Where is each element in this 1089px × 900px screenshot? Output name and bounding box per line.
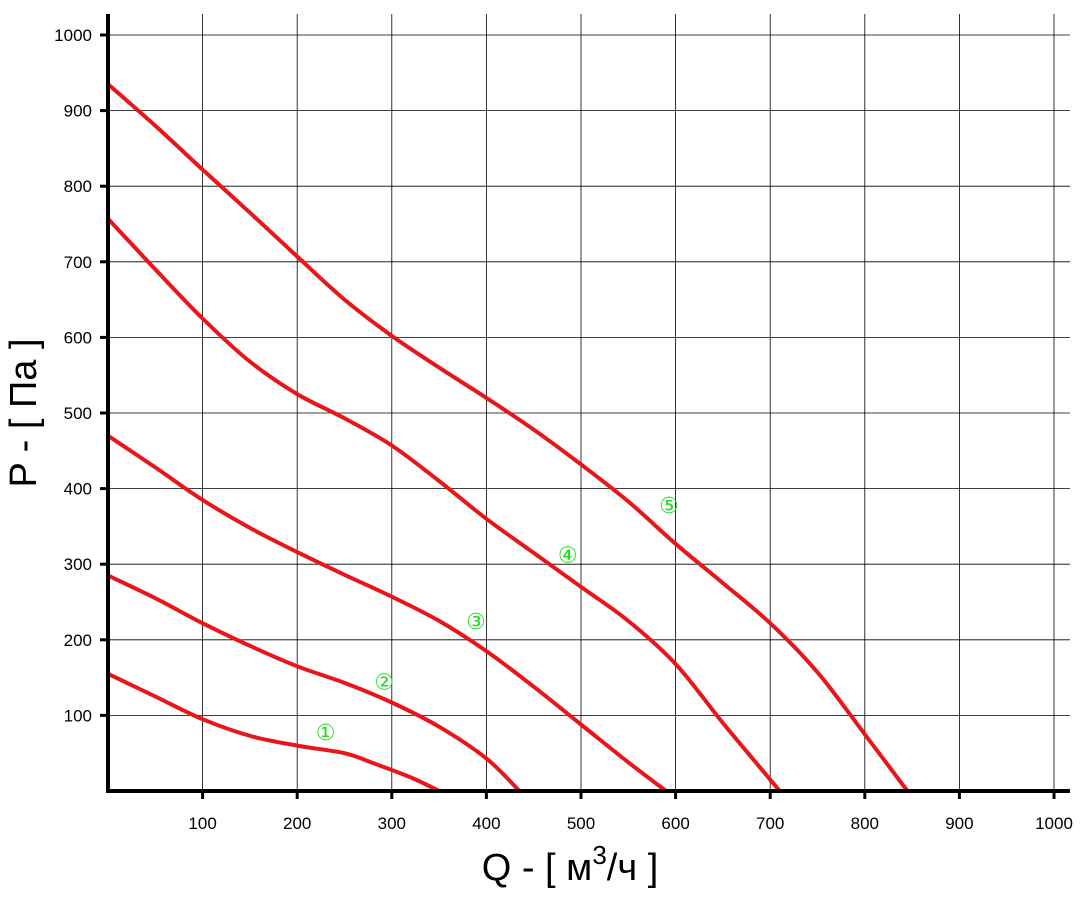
x-tick-label-1000: 1000 (1035, 814, 1073, 833)
curve-label-5: ⑤ (659, 494, 679, 519)
x-tick-label-800: 800 (851, 814, 879, 833)
x-axis-title: Q - [ м3/ч ] (482, 840, 659, 889)
x-tick-label-400: 400 (472, 814, 500, 833)
fan-curves (106, 82, 910, 793)
fan-curve-4 (106, 216, 782, 793)
y-tick-label-800: 800 (64, 177, 92, 196)
curve-labels: ① ② ③ ④ ⑤ (316, 494, 679, 746)
x-tick-label-900: 900 (945, 814, 973, 833)
y-tick-label-1000: 1000 (54, 26, 92, 45)
fan-curve-2 (106, 573, 522, 793)
x-tick-label-200: 200 (283, 814, 311, 833)
fan-curve-1 (106, 671, 442, 793)
y-tick-label-500: 500 (64, 404, 92, 423)
y-tick-label-600: 600 (64, 328, 92, 347)
curve-label-3: ③ (466, 610, 486, 635)
curve-label-1: ① (316, 721, 336, 746)
y-tick-label-700: 700 (64, 253, 92, 272)
y-axis-title: P - [ Па ] (3, 338, 45, 487)
y-tick-label-900: 900 (64, 102, 92, 121)
x-tick-label-600: 600 (661, 814, 689, 833)
fan-curve-3 (106, 433, 669, 793)
y-tick-label-400: 400 (64, 480, 92, 499)
y-tick-label-200: 200 (64, 631, 92, 650)
grid (108, 14, 1070, 791)
y-tick-label-100: 100 (64, 706, 92, 725)
x-axis-title-superscript: 3 (592, 840, 606, 870)
x-axis-title-prefix: Q - [ м (482, 847, 593, 889)
fan-curve-5 (106, 82, 910, 793)
y-tick-label-300: 300 (64, 555, 92, 574)
curve-label-2: ② (374, 670, 394, 695)
x-axis-title-suffix: /ч ] (607, 847, 658, 889)
curve-label-4: ④ (558, 543, 578, 568)
x-tick-label-700: 700 (756, 814, 784, 833)
x-tick-label-300: 300 (378, 814, 406, 833)
x-tick-label-500: 500 (567, 814, 595, 833)
x-tick-label-100: 100 (188, 814, 216, 833)
axes: 100 200 300 400 500 600 700 800 900 1000 100 200 300… (54, 14, 1073, 833)
